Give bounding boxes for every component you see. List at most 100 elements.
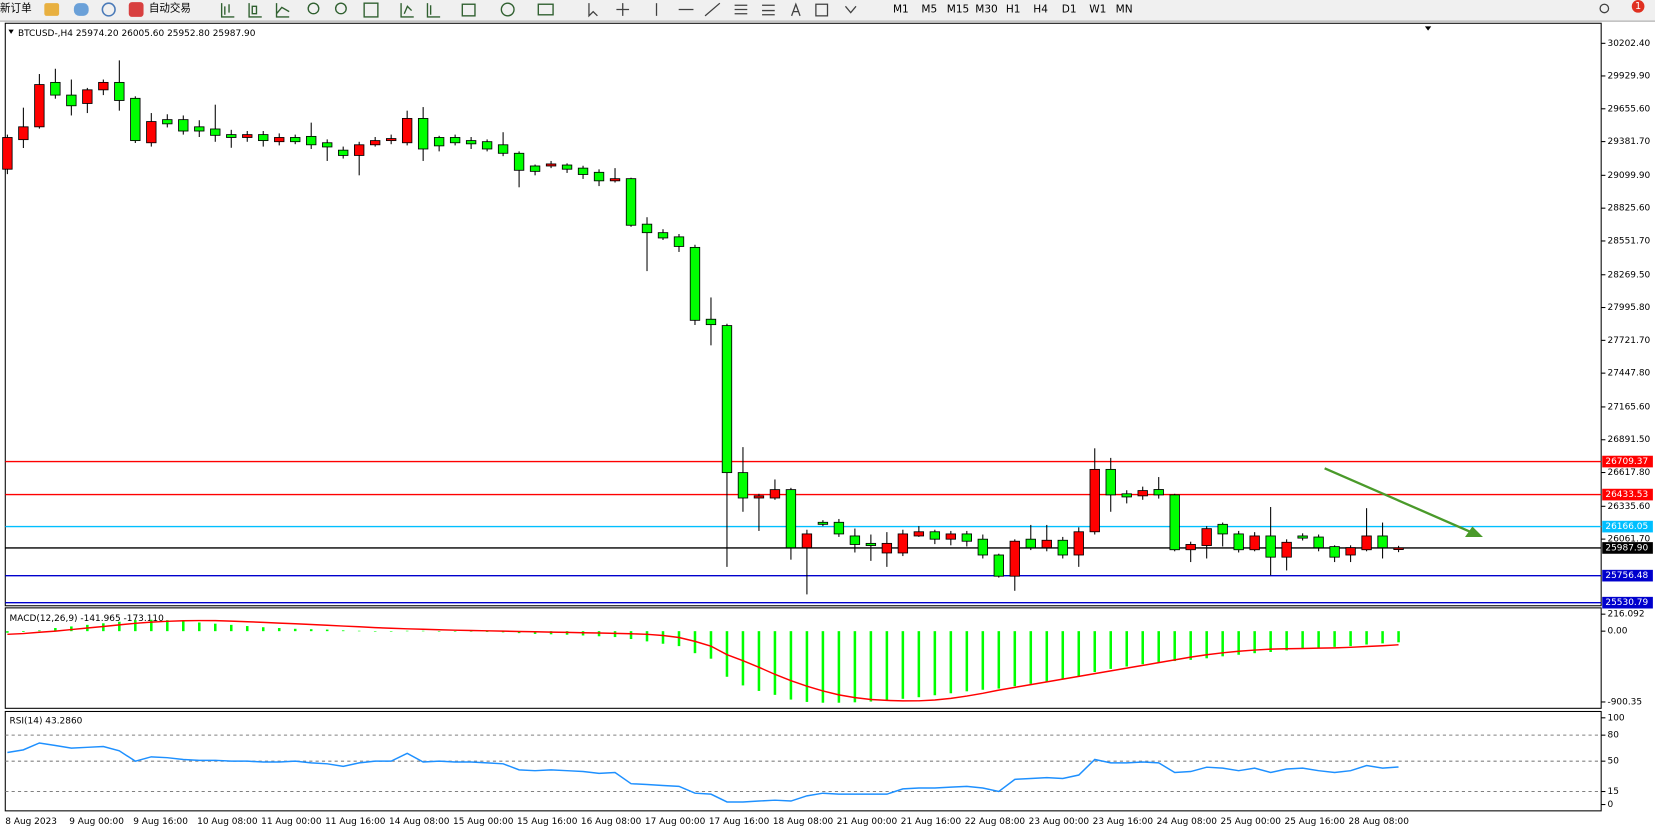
notification-badge[interactable] [1631,0,1645,13]
histogram-bar [1397,631,1400,643]
icon[interactable] [334,2,347,15]
x-tick-label: 17 Aug 00:00 [645,817,706,827]
histogram-bar [677,631,681,647]
histogram-bar [38,630,41,632]
histogram-bar [453,631,457,632]
histogram-bar [933,631,937,696]
timeframe-button[interactable]: MN [1116,4,1133,16]
auto-trading-button[interactable]: 自动交易 [149,1,191,14]
histogram-bar [1061,631,1065,680]
y-tick-label: 26335.60 [1608,502,1651,512]
high-label: 26005.60 [121,28,164,38]
timeframe-button[interactable]: M30 [975,4,998,16]
histogram-bar [1045,631,1049,682]
shapes-tool[interactable] [844,5,857,14]
rsi-title: RSI(14) 43.2860 [9,716,82,726]
candle-body [721,325,733,474]
icon[interactable] [307,2,320,15]
icon[interactable] [363,2,379,18]
new-order-button[interactable]: 新订单 [0,1,32,14]
candle-body [785,489,797,549]
candle-body [1201,528,1212,546]
candle-body [354,144,365,156]
candle-body [497,144,509,154]
x-tick-label: 14 Aug 08:00 [389,817,450,827]
timeframe-button[interactable]: H1 [1006,4,1021,16]
text-tool[interactable] [791,2,801,17]
icon[interactable] [426,3,441,18]
icon[interactable] [44,3,60,16]
histogram-bar [70,626,73,632]
histogram-bar [1093,631,1097,673]
x-tick-label: 11 Aug 16:00 [325,817,386,827]
candle-body [1281,541,1292,558]
timeframe-button[interactable]: M1 [893,4,909,16]
candle-body [465,140,477,145]
price-label: 26709.37 [1605,457,1648,467]
candle-body [449,137,461,144]
cursor-tool[interactable] [588,3,598,18]
icon[interactable] [248,3,262,18]
histogram-bar [917,631,921,698]
price-label-bg [1602,596,1653,609]
histogram-bar [709,631,713,659]
x-tick-label: 9 Aug 00:00 [69,817,124,827]
candle-body [1169,494,1180,551]
candle-body [817,521,829,525]
histogram-bar [1141,631,1144,665]
icon[interactable] [400,3,414,18]
icon[interactable] [220,3,235,18]
badge-count: 1 [1635,1,1641,12]
icon[interactable] [101,2,116,17]
price-label: 26433.53 [1605,490,1648,500]
price-label-bg [1602,569,1653,582]
icon[interactable] [537,3,554,16]
candle-body [865,542,877,546]
candle-body [258,134,269,142]
histogram-bar [1205,631,1208,659]
candle-body [385,138,397,142]
icon[interactable] [275,3,290,18]
histogram-bar [645,631,649,642]
search-icon[interactable] [1599,3,1610,14]
crosshair-tool[interactable] [616,3,630,16]
candle-body [306,135,317,146]
y-tick-label: 0 [1608,800,1614,810]
histogram-bar [629,631,633,640]
channel-tool[interactable] [734,4,748,15]
icon[interactable] [500,2,515,17]
icon[interactable] [73,3,89,16]
timeframe-button[interactable]: D1 [1062,4,1077,16]
candle-body [881,542,893,554]
histogram-bar [405,630,409,632]
candle-body [801,533,813,549]
y-tick-label: -900.35 [1608,697,1643,707]
label-tool[interactable] [815,3,829,17]
histogram-bar [1333,631,1336,647]
histogram-bar [469,631,473,632]
candle-body [833,521,845,535]
timeframes: M1 M5 M15 M30 H1 H4 D1 W1 MN [893,4,1133,16]
candle-body [1153,489,1164,496]
timeframe-button[interactable]: M15 [947,4,970,16]
icon[interactable] [128,2,144,17]
fibo-tool[interactable] [762,4,775,16]
timeframe-button[interactable]: H4 [1033,4,1048,16]
candle-body [1329,546,1340,558]
x-tick-label: 21 Aug 00:00 [837,817,898,827]
timeframe-button[interactable]: W1 [1089,4,1106,16]
histogram-bar [661,631,665,644]
y-tick-label: 29099.90 [1608,171,1651,181]
histogram-bar [6,631,9,633]
candle-body [753,495,765,499]
trendline-tool[interactable] [704,2,721,17]
icon[interactable] [461,3,476,17]
histogram-bar [54,628,57,632]
histogram-bar [1301,631,1304,649]
timeframe-button[interactable]: M5 [921,4,937,16]
price-label-bg [1602,488,1653,501]
annotation-arrowhead [1465,526,1483,538]
histogram-bar [757,631,761,691]
